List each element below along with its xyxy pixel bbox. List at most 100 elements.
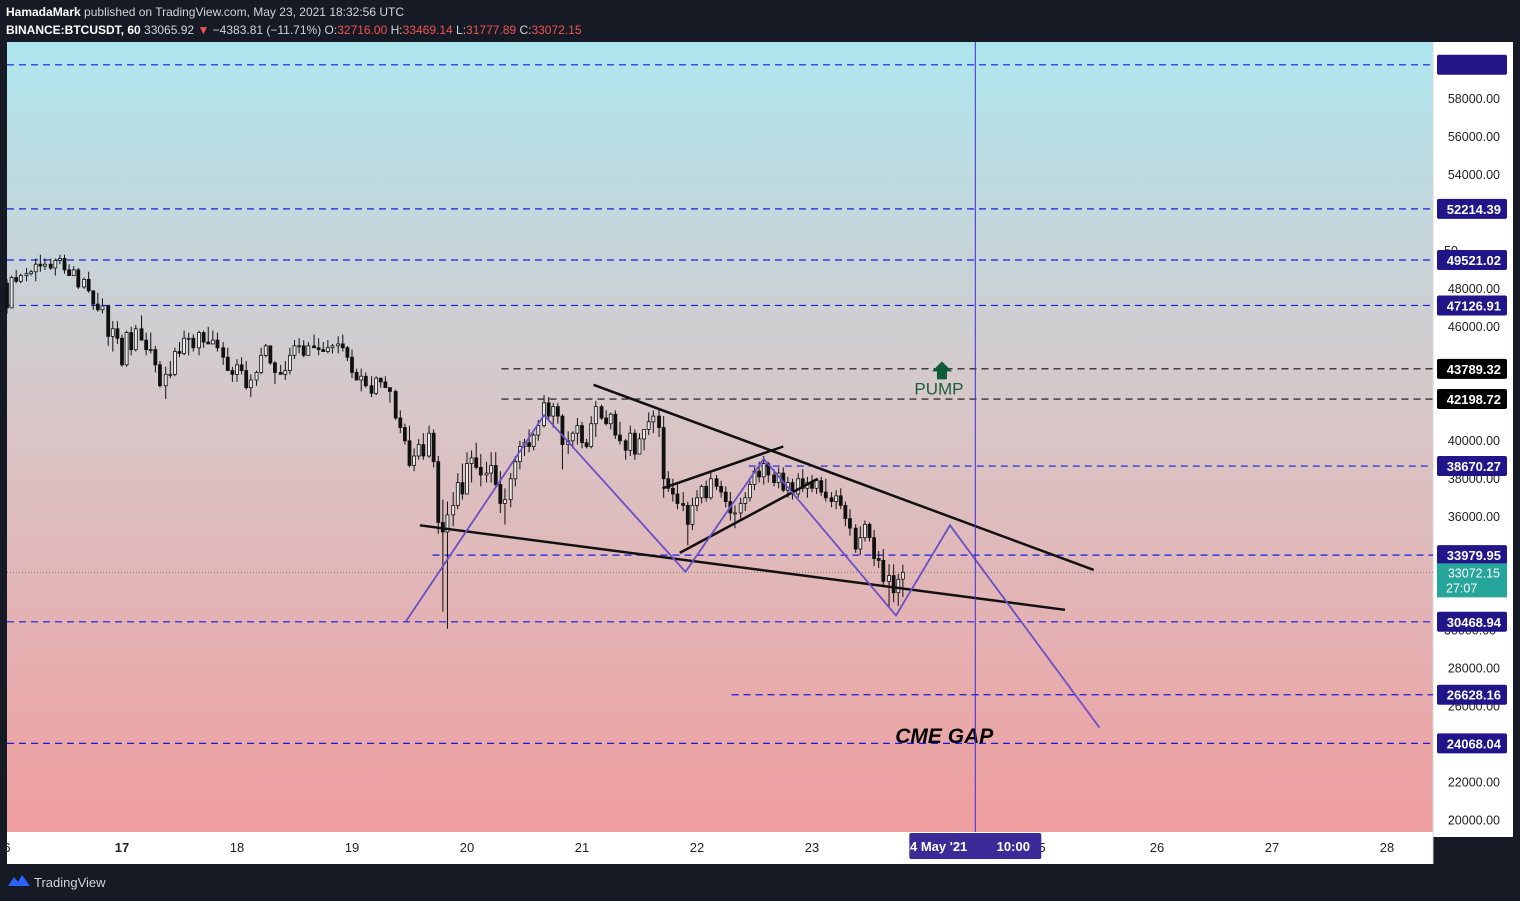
level-label-box (1437, 456, 1507, 477)
time-axis-background[interactable] (7, 832, 1433, 864)
candle-body (340, 343, 345, 349)
candle-body (402, 427, 407, 442)
trendlines (419, 383, 1095, 612)
candle-body (445, 514, 450, 533)
candle-body (478, 466, 483, 476)
candle-body (369, 385, 374, 394)
candle-body (642, 429, 646, 440)
candle-body (191, 337, 196, 349)
projection-path (405, 413, 1101, 729)
trendline (593, 383, 1095, 572)
candle-body (608, 413, 613, 425)
author-name[interactable]: HamadaMark (6, 5, 81, 19)
cursor-time-label: 24 May '21 10:00 (903, 833, 1042, 859)
candle-body (76, 269, 81, 288)
candle-body (427, 432, 431, 457)
candle-body (29, 271, 34, 275)
candle-body (628, 432, 633, 451)
plot-background (7, 42, 1433, 864)
level-label-text: 30468.94 (1447, 615, 1502, 630)
symbol-name[interactable]: BINANCE:BTCUSDT, 60 (6, 23, 141, 37)
candle-body (900, 571, 905, 580)
projection-polyline (405, 413, 1101, 729)
candle-body (823, 491, 828, 499)
candle-body (278, 372, 283, 375)
open-label: O: (324, 23, 338, 37)
time-tick-label: 28 (1380, 840, 1394, 855)
level-label-text: 49521.02 (1447, 253, 1501, 268)
candle-body (589, 423, 594, 447)
candle-body (469, 457, 474, 464)
candle-body (863, 523, 867, 539)
price-tick-label: 48000.00 (1448, 282, 1500, 296)
candle-body (67, 269, 71, 276)
candle-body (484, 472, 489, 476)
level-label-box (1437, 545, 1507, 566)
candle-body (853, 527, 858, 550)
cursor-date-text: 24 May '21 (903, 839, 968, 854)
candle-body (819, 480, 824, 493)
candle-body (690, 504, 695, 525)
time-tick-label: 23 (805, 840, 819, 855)
candle-body (33, 263, 38, 273)
candle-body (646, 421, 651, 430)
candle-body (5, 282, 9, 309)
up-arrow-icon (931, 361, 952, 380)
candle-body (383, 381, 388, 389)
candle-body (82, 278, 86, 288)
close-label: C: (519, 23, 532, 37)
high-label: H: (390, 23, 403, 37)
level-label-text: 42198.72 (1447, 392, 1501, 407)
candle-body (675, 493, 680, 504)
candle-body (887, 575, 891, 582)
candle-body (436, 461, 441, 523)
candle-body (465, 463, 469, 495)
candle-body (263, 345, 268, 356)
level-label-box (1437, 611, 1507, 632)
time-tick-label: 26 (1150, 840, 1164, 855)
candle-body (139, 328, 144, 341)
candle-body (110, 328, 115, 337)
candle-body (129, 332, 134, 351)
price-tick-label: 20000.00 (1448, 814, 1500, 828)
candle-body (71, 269, 76, 276)
candle-body (14, 277, 19, 282)
candle-body (584, 442, 589, 447)
candle-body (301, 345, 306, 356)
candle-body (738, 503, 743, 514)
level-label-text: 47126.91 (1447, 298, 1501, 313)
candle-body (651, 415, 656, 423)
candle-body (325, 347, 330, 352)
time-tick-label: 18 (230, 840, 244, 855)
candle-body (555, 406, 560, 417)
level-label-box (1437, 358, 1507, 379)
level-label-box (1437, 54, 1507, 75)
candle-body (244, 370, 249, 389)
candle-body (330, 345, 335, 349)
trendline (662, 445, 784, 490)
candle-body (407, 440, 412, 466)
candle-body (489, 465, 494, 474)
candle-body (312, 345, 316, 349)
time-tick-label: 17 (115, 840, 129, 855)
chart-header: HamadaMark published on TradingView.com,… (0, 0, 1520, 42)
candle-body (834, 495, 839, 502)
close-value: 33072.15 (531, 23, 582, 37)
candle-body (493, 465, 498, 485)
price-change: −4383.81 (−11.71%) (212, 23, 322, 37)
candle-body (613, 413, 618, 436)
candle-body (206, 341, 211, 345)
candle-body (95, 303, 100, 311)
level-label-box (1437, 295, 1507, 316)
candle-body (575, 425, 580, 434)
candle-body (657, 415, 661, 428)
candle-body (843, 504, 848, 520)
candle-body (268, 345, 273, 364)
candle-body (748, 484, 752, 499)
level-label-text: 38670.27 (1447, 459, 1501, 474)
price-axis: USDT58000.0056000.0054000.0048000.004600… (1444, 53, 1500, 828)
candle-body (508, 478, 513, 501)
brand-name[interactable]: TradingView (34, 875, 106, 890)
time-tick-label: 19 (345, 840, 359, 855)
